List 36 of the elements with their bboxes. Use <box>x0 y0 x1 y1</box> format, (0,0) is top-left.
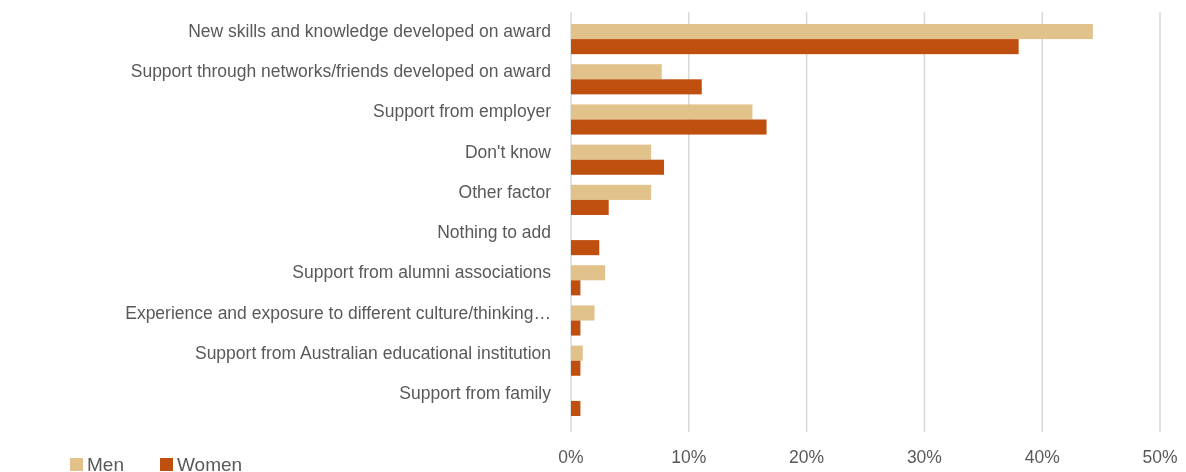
x-tick-label: 50% <box>1142 447 1178 467</box>
bar <box>571 24 1093 40</box>
bar <box>571 305 595 321</box>
y-tick-label: Support from alumni associations <box>292 262 552 283</box>
bar <box>571 39 1019 55</box>
bar <box>571 79 702 95</box>
x-tick-label: 10% <box>671 447 707 467</box>
bar <box>571 400 581 416</box>
bar <box>571 144 652 160</box>
bar <box>571 265 606 281</box>
legend-label: Men <box>87 454 124 472</box>
x-tick-label: 20% <box>789 447 825 467</box>
bar <box>571 199 609 215</box>
y-tick-label: Experience and exposure to different culture/thinking… <box>125 302 551 323</box>
bar <box>571 159 665 175</box>
y-tick-label: Support through networks/friends developed on award <box>130 61 551 82</box>
bar <box>571 64 662 80</box>
x-tick-label: 30% <box>906 447 942 467</box>
bar <box>571 345 583 361</box>
y-tick-label: New skills and knowledge developed on award <box>188 21 551 42</box>
y-tick-label: Other factor <box>458 181 552 202</box>
y-tick-label: Support from Australian educational institution <box>194 342 551 363</box>
bar <box>571 104 753 120</box>
bar <box>571 320 581 336</box>
y-tick-label: Nothing to add <box>437 222 551 243</box>
bar <box>571 360 581 376</box>
y-tick-label: Don't know <box>464 141 552 162</box>
x-tick-label: 40% <box>1024 447 1060 467</box>
y-tick-label: Support from employer <box>373 101 552 122</box>
x-tick-label: 0% <box>558 447 584 467</box>
bar <box>571 240 600 256</box>
bar <box>571 184 652 200</box>
bar <box>571 280 581 296</box>
bar <box>571 119 767 135</box>
legend-label: Women <box>177 454 243 472</box>
y-tick-label: Support from family <box>399 382 552 403</box>
